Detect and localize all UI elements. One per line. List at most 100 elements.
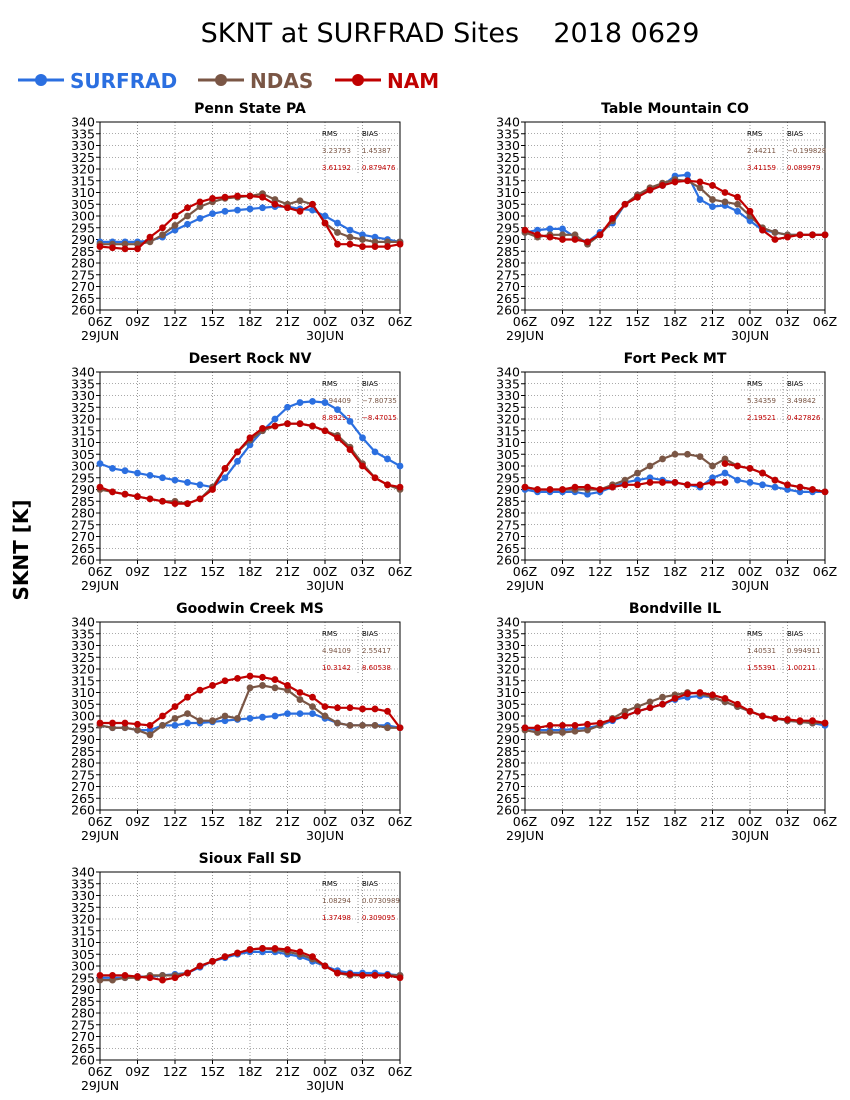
data-point	[796, 483, 804, 491]
stats-nam-rms: 3.41159	[747, 164, 776, 172]
data-point	[309, 693, 316, 701]
data-point	[546, 722, 554, 729]
y-tick-label: 335	[71, 876, 95, 891]
y-tick-label: 300	[496, 459, 520, 474]
legend-label: NAM	[387, 69, 439, 93]
data-point	[134, 469, 141, 477]
data-point	[146, 974, 154, 982]
data-point	[309, 422, 316, 430]
data-point	[721, 694, 729, 702]
y-tick-label: 285	[71, 994, 95, 1009]
y-tick-label: 275	[496, 517, 520, 532]
data-point	[384, 724, 391, 732]
data-point	[171, 222, 179, 229]
y-tick-label: 340	[71, 615, 95, 630]
data-point	[784, 481, 791, 489]
data-point	[221, 474, 229, 482]
stats-header: BIAS	[362, 880, 379, 888]
data-point	[109, 724, 116, 732]
x-tick-label: 12Z	[163, 564, 187, 579]
stats-nam-rms: 2.19521	[747, 414, 776, 422]
x-tick-label: 06Z	[513, 564, 537, 579]
chart-panel: Fort Peck MT2602652702752802852902953003…	[496, 351, 837, 593]
data-point	[709, 474, 716, 482]
data-point	[709, 203, 716, 211]
series-surfrad	[96, 397, 404, 491]
y-tick-label: 330	[496, 388, 520, 403]
y-tick-label: 285	[71, 494, 95, 509]
x-tick-label: 00Z	[738, 814, 762, 829]
x-tick-label: 09Z	[125, 814, 149, 829]
y-tick-label: 315	[71, 423, 95, 438]
data-point	[721, 198, 729, 206]
y-tick-label: 335	[71, 626, 95, 641]
data-point	[809, 717, 816, 725]
data-point	[334, 219, 341, 227]
stats-ndas-rms: 3.23753	[322, 147, 351, 155]
panel-title: Penn State PA	[194, 101, 306, 117]
data-point	[209, 957, 216, 965]
y-tick-label: 310	[496, 185, 520, 200]
data-point	[634, 707, 641, 715]
y-tick-label: 260	[71, 303, 95, 318]
data-point	[196, 495, 204, 503]
data-point	[146, 495, 154, 503]
stats-header: RMS	[747, 130, 763, 138]
y-tick-label: 280	[71, 506, 95, 521]
data-point	[584, 238, 591, 246]
x-tick-label: 03Z	[775, 814, 799, 829]
data-point	[246, 714, 254, 722]
data-point	[371, 705, 379, 713]
data-point	[309, 710, 316, 718]
y-tick-label: 290	[71, 732, 95, 747]
data-point	[384, 972, 391, 979]
y-tick-label: 325	[496, 400, 520, 415]
data-point	[271, 200, 279, 208]
legend-item-nam: NAM	[335, 69, 439, 93]
data-point	[334, 240, 341, 248]
stats-ndas-rms: 2.44211	[747, 147, 776, 155]
data-point	[784, 233, 791, 241]
data-point	[159, 972, 166, 979]
legend-item-ndas: NDAS	[198, 69, 313, 93]
data-point	[584, 490, 591, 498]
data-point	[771, 236, 779, 243]
x-tick-label: 06Z	[88, 814, 112, 829]
series-nam	[521, 689, 829, 732]
data-point	[196, 962, 204, 970]
y-tick-label: 270	[71, 779, 95, 794]
data-point	[271, 944, 279, 952]
data-point	[721, 460, 729, 468]
x-tick-label: 00Z	[313, 564, 337, 579]
x-tick-label: 12Z	[588, 564, 612, 579]
data-point	[821, 719, 829, 727]
stats-header: RMS	[322, 880, 338, 888]
data-point	[271, 415, 279, 423]
y-tick-label: 265	[496, 791, 520, 806]
data-point	[271, 196, 279, 203]
stats-ndas-bias: 3.49842	[787, 397, 816, 405]
data-point	[96, 972, 104, 979]
data-point	[734, 207, 741, 215]
chart-panels: Penn State PA260265270275280285290295300…	[71, 101, 837, 1093]
y-tick-label: 330	[71, 138, 95, 153]
stats-ndas-bias: 0.0730989	[362, 897, 400, 905]
y-tick-label: 300	[496, 709, 520, 724]
data-point	[659, 182, 666, 189]
data-point	[209, 486, 216, 493]
stats-header: BIAS	[787, 630, 804, 638]
x-tick-label: 06Z	[388, 814, 412, 829]
grid	[100, 872, 400, 1060]
data-point	[109, 719, 116, 727]
y-tick-label: 270	[496, 279, 520, 294]
stats-box: RMS BIAS 4.94109 2.55417 10.3142 8.60538	[316, 627, 397, 674]
data-point	[359, 722, 366, 729]
series-line	[524, 178, 825, 246]
data-point	[221, 464, 229, 472]
data-point	[621, 476, 629, 484]
data-point	[259, 713, 266, 721]
y-tick-label: 310	[71, 435, 95, 450]
data-point	[821, 488, 829, 496]
data-point	[371, 238, 379, 246]
y-tick-label: 295	[496, 720, 520, 735]
